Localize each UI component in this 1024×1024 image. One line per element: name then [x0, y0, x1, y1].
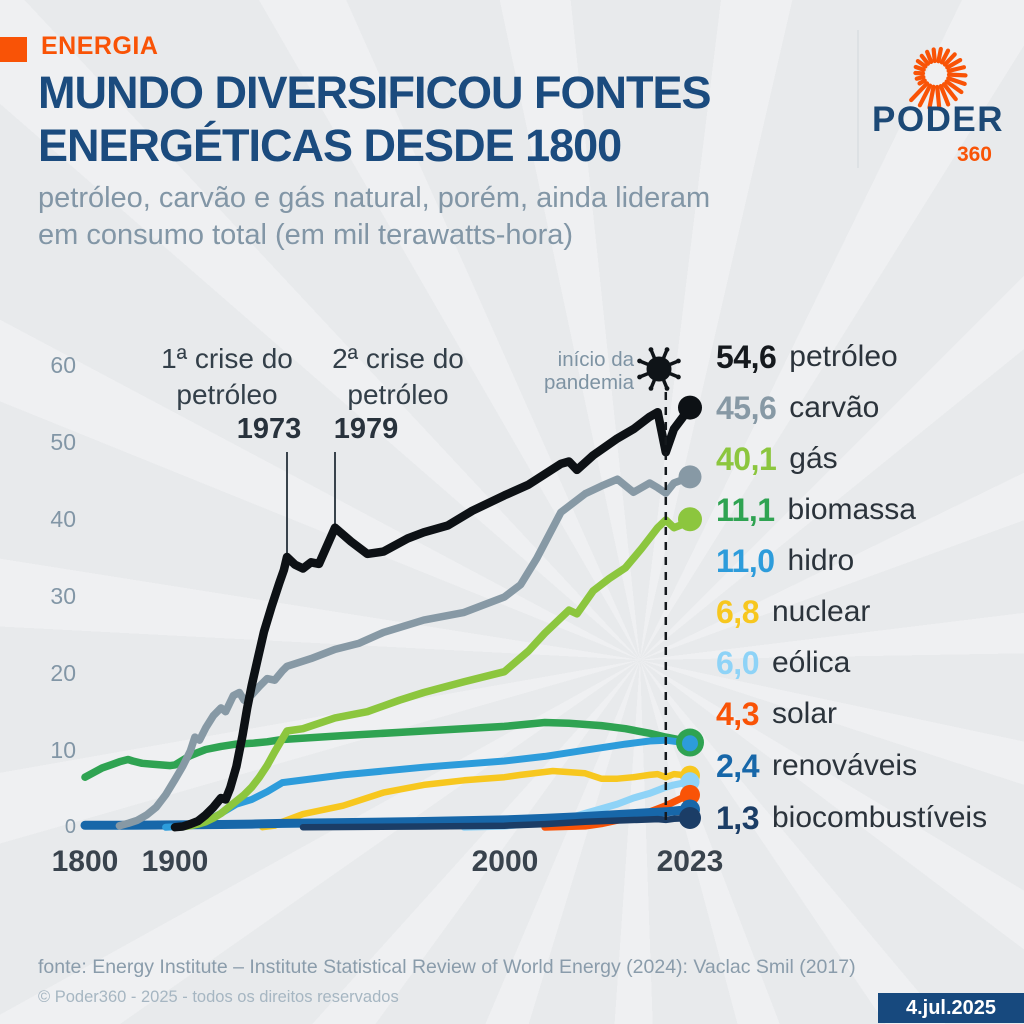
section-tag-square: [0, 37, 27, 62]
series-line-nuclear: [259, 767, 694, 831]
y-tick-0: 0: [64, 816, 76, 838]
annotation-crisis-1979-year: 1979: [333, 413, 399, 445]
legend-row-carvao: 45,6 carvão: [716, 389, 880, 426]
x-tick-2000: 2000: [471, 845, 539, 878]
poder360-sun-icon: [909, 46, 968, 110]
section-tag: ENERGIA: [41, 32, 159, 60]
y-tick-30: 30: [50, 583, 76, 609]
page-subtitle-line1: petróleo, carvão e gás natural, porém, a…: [38, 182, 711, 214]
legend-row-renovaveis: 2,4 renováveis: [716, 747, 918, 784]
series-end-dot-carvao: [678, 465, 702, 489]
series-end-dot-petroleo: [678, 395, 702, 420]
legend-row-petroleo: 54,6 petróleo: [716, 338, 898, 375]
series-end-dot-solar: [680, 784, 700, 805]
virus-icon: [637, 347, 681, 391]
series-line-petroleo: [170, 403, 695, 832]
logo-divider: [857, 30, 859, 168]
page-title: MUNDO DIVERSIFICOU FONTES ENERGÉTICAS DE…: [38, 66, 712, 172]
series-end-dot-gas: [678, 507, 702, 532]
x-tick-1900: 1900: [141, 845, 209, 878]
y-tick-10: 10: [50, 737, 76, 763]
copyright-note: © Poder360 - 2025 - todos os direitos re…: [38, 988, 399, 1006]
legend-row-hidro: 11,0 hidro: [716, 542, 855, 579]
series-line-biocombustiveis: [299, 814, 694, 831]
source-note: fonte: Energy Institute – Institute Stat…: [38, 956, 856, 978]
series-line-carvao: [115, 473, 694, 830]
series-line-biomassa: [81, 718, 694, 781]
legend-row-biomassa: 11,1 biomassa: [716, 491, 916, 528]
poder360-logo: PODER: [872, 100, 1004, 139]
legend-row-gas: 40,1 gás: [716, 440, 838, 477]
legend-row-biocombustiveis: 1,3 biocombustíveis: [716, 799, 988, 836]
annotation-crisis-1973-year: 1973: [236, 413, 302, 445]
legend-row-eolica: 6,0 eólica: [716, 644, 851, 681]
x-tick-1800: 1800: [51, 845, 119, 878]
series-end-dot-biocombustiveis: [679, 806, 701, 829]
y-tick-50: 50: [50, 429, 76, 455]
series-line-gas: [175, 515, 694, 831]
date-badge: 4.jul.2025: [878, 993, 1024, 1023]
page-title-line2: ENERGÉTICAS DESDE 1800: [38, 120, 622, 172]
page-title-line1: MUNDO DIVERSIFICOU FONTES: [38, 67, 712, 118]
y-tick-60: 60: [50, 352, 76, 378]
poder360-logo-suffix: 360: [956, 143, 992, 166]
annotation-crisis-1979: 2ª crise do petróleo: [332, 343, 464, 410]
x-tick-2023: 2023: [656, 845, 724, 878]
y-tick-20: 20: [50, 660, 76, 686]
series-end-dot-hidro: [682, 735, 698, 752]
legend-row-solar: 4,3 solar: [716, 695, 838, 732]
y-tick-40: 40: [50, 506, 76, 532]
legend-row-nuclear: 6,8 nuclear: [716, 593, 871, 630]
page-subtitle-line2: em consumo total (em mil terawatts-hora): [38, 219, 574, 252]
annotation-crisis-1973: 1ª crise do petróleo: [161, 343, 293, 410]
page-subtitle: petróleo, carvão e gás natural, porém, a…: [38, 180, 710, 254]
annotation-pandemic: início da pandemia: [543, 348, 634, 394]
